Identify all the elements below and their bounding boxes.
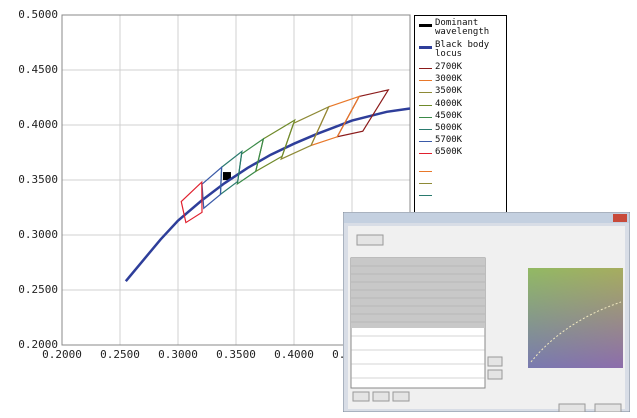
x-tick-label: 0.3000 bbox=[158, 348, 198, 361]
y-tick-label: 0.4500 bbox=[18, 63, 58, 76]
x-tick-label: 0.2500 bbox=[100, 348, 140, 361]
button[interactable] bbox=[392, 391, 410, 402]
legend-swatch bbox=[419, 141, 432, 143]
legend-swatch bbox=[419, 195, 432, 196]
y-tick-label: 0.4000 bbox=[18, 118, 58, 131]
button[interactable] bbox=[487, 356, 503, 367]
legend-swatch bbox=[419, 170, 432, 172]
legend-label: 2700K bbox=[435, 62, 463, 72]
y-tick-label: 0.5000 bbox=[18, 8, 58, 21]
cct-region bbox=[180, 180, 203, 224]
cct-region bbox=[201, 165, 223, 210]
legend-swatch bbox=[419, 92, 432, 94]
legend-entry: Dominant wavelength bbox=[419, 19, 507, 37]
settings-dialog bbox=[343, 212, 630, 412]
color-space-overlay bbox=[528, 268, 623, 368]
close-button[interactable] bbox=[613, 214, 627, 222]
y-tick-label: 0.3500 bbox=[18, 173, 58, 186]
legend-label: 5000K bbox=[435, 123, 463, 133]
legend-label: 5700K bbox=[435, 135, 463, 146]
x-tick-label: 0.4000 bbox=[274, 348, 314, 361]
plot-border bbox=[61, 14, 411, 346]
legend-entry: 5000K bbox=[419, 124, 507, 133]
legend: Dominant wavelength Black body locus 2700K… bbox=[414, 15, 507, 220]
x-tick-label: 0.3500 bbox=[216, 348, 256, 361]
legend-label: Dominant wavelength bbox=[435, 18, 490, 37]
legend-entry: 2700K bbox=[419, 63, 507, 72]
legend-label: 3500K bbox=[435, 86, 463, 97]
legend-swatch bbox=[419, 24, 432, 27]
legend-swatch bbox=[419, 80, 432, 82]
button[interactable] bbox=[372, 391, 390, 402]
title-bar bbox=[344, 213, 629, 223]
legend-entry: Black body locus bbox=[419, 41, 507, 59]
legend-entry: 4000K bbox=[419, 98, 507, 109]
legend-swatch bbox=[419, 116, 432, 118]
legend-label: 4500K bbox=[435, 110, 463, 121]
x-tick-label: 0.2000 bbox=[42, 348, 82, 361]
legend-label: Black body locus bbox=[435, 40, 490, 59]
ok-button[interactable] bbox=[558, 403, 586, 412]
legend-entry: 5700K bbox=[419, 136, 507, 145]
marker bbox=[222, 172, 231, 181]
legend-swatch bbox=[419, 182, 432, 184]
legend-entry: 4500K bbox=[419, 110, 507, 121]
y-tick-label: 0.3000 bbox=[18, 228, 58, 241]
legend-swatch bbox=[419, 104, 432, 106]
legend-label: 4000K bbox=[435, 98, 463, 109]
locus-preview bbox=[530, 301, 622, 363]
cancel-button[interactable] bbox=[594, 403, 622, 412]
legend-label: 6500K bbox=[435, 147, 463, 158]
locus-line bbox=[124, 107, 411, 282]
button[interactable] bbox=[352, 391, 370, 402]
table-rows bbox=[351, 258, 485, 328]
y-tick-label: 0.2500 bbox=[18, 283, 58, 296]
button[interactable] bbox=[487, 369, 503, 380]
legend-label: 3000K bbox=[435, 74, 463, 85]
legend-swatch bbox=[419, 68, 432, 69]
legend-swatch bbox=[419, 46, 432, 49]
button[interactable] bbox=[356, 234, 384, 246]
legend-entry: 3500K bbox=[419, 87, 507, 96]
legend-swatch bbox=[419, 153, 432, 155]
legend-entry: 3000K bbox=[419, 75, 507, 84]
legend-swatch bbox=[419, 129, 432, 130]
y-tick-label: 0.2000 bbox=[18, 338, 58, 351]
legend-entry: 6500K bbox=[419, 148, 507, 157]
